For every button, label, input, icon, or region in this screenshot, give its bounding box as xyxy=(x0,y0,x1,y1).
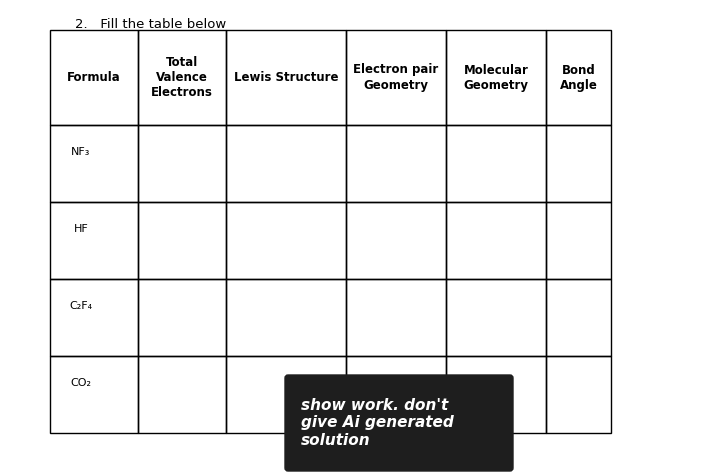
Bar xyxy=(138,125,226,202)
Text: NF₃: NF₃ xyxy=(71,147,91,157)
Bar xyxy=(546,125,611,202)
Bar xyxy=(50,356,138,433)
Bar xyxy=(138,30,226,125)
Bar xyxy=(346,125,446,202)
Text: Molecular
Geometry: Molecular Geometry xyxy=(463,63,529,91)
Bar xyxy=(226,30,346,125)
Bar xyxy=(546,279,611,356)
Bar xyxy=(346,279,446,356)
Text: show work. don't
give Ai generated
solution: show work. don't give Ai generated solut… xyxy=(301,398,454,448)
Text: Formula: Formula xyxy=(67,71,121,84)
Bar xyxy=(138,356,226,433)
Bar xyxy=(50,202,138,279)
Bar xyxy=(446,202,546,279)
Bar xyxy=(226,202,346,279)
Text: Bond
Angle: Bond Angle xyxy=(560,63,598,91)
FancyBboxPatch shape xyxy=(285,375,513,471)
Text: Lewis Structure: Lewis Structure xyxy=(234,71,338,84)
Bar xyxy=(138,279,226,356)
Bar xyxy=(50,279,138,356)
Bar xyxy=(138,202,226,279)
Text: Electron pair
Geometry: Electron pair Geometry xyxy=(353,63,439,91)
Bar xyxy=(546,202,611,279)
Bar xyxy=(546,30,611,125)
Bar xyxy=(446,30,546,125)
Text: CO₂: CO₂ xyxy=(70,378,92,388)
Bar xyxy=(446,125,546,202)
Text: 2.   Fill the table below: 2. Fill the table below xyxy=(75,18,226,31)
Bar xyxy=(346,202,446,279)
Bar xyxy=(346,356,446,433)
Bar xyxy=(546,356,611,433)
Bar xyxy=(50,125,138,202)
Bar xyxy=(446,279,546,356)
Text: HF: HF xyxy=(73,224,88,234)
Text: C₂F₄: C₂F₄ xyxy=(69,301,92,311)
Text: Total
Valence
Electrons: Total Valence Electrons xyxy=(151,56,213,99)
Bar xyxy=(446,356,546,433)
Bar xyxy=(226,279,346,356)
Bar xyxy=(50,30,138,125)
Bar xyxy=(346,30,446,125)
Bar xyxy=(226,356,346,433)
Bar xyxy=(226,125,346,202)
